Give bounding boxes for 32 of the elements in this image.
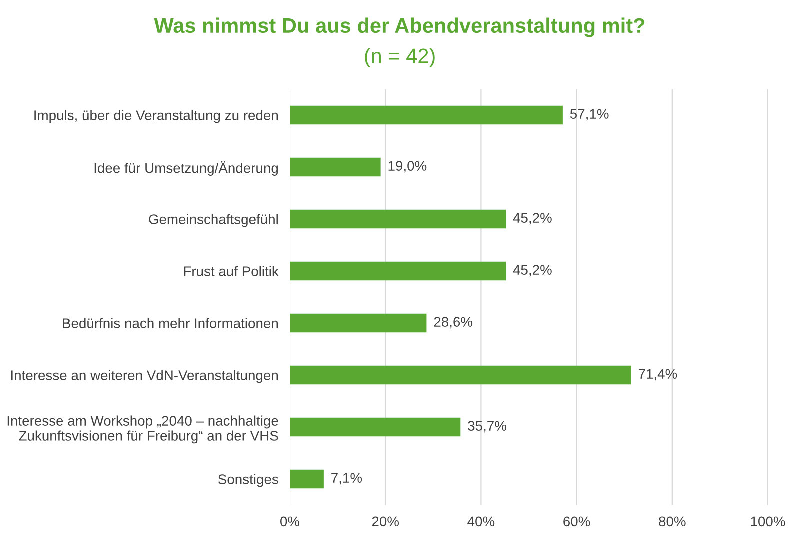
- data-label: 57,1%: [570, 109, 609, 121]
- y-tick-label: Impuls, über die Veranstaltung zu reden: [34, 110, 278, 124]
- data-label: 45,2%: [513, 213, 552, 225]
- x-tick-label: 100%: [751, 516, 786, 527]
- x-tick-label: 80%: [659, 516, 686, 527]
- bar: [290, 210, 506, 229]
- x-tick-label: 20%: [372, 516, 400, 527]
- bar: [290, 106, 563, 125]
- bar: [290, 262, 506, 281]
- y-tick-label: Idee für Umsetzung/Änderung: [94, 161, 278, 176]
- bar: [290, 366, 632, 385]
- y-tick-label: Gemeinschaftsgefühl: [149, 214, 278, 228]
- y-tick-label: Interesse am Workshop „2040 – nachhaltige Zukunftsvisionen für Freiburg“ an der VHS: [8, 416, 278, 444]
- data-label: 28,6%: [434, 317, 473, 329]
- bar: [290, 314, 427, 333]
- bar: [290, 470, 324, 489]
- y-tick-label: Interesse an weiteren VdN-Veranstaltungen: [12, 370, 278, 384]
- y-tick-label: Bedürfnis nach mehr Informationen: [63, 318, 278, 328]
- x-tick-label: 0%: [280, 516, 300, 527]
- data-label: 71,4%: [638, 369, 678, 381]
- bar: [290, 158, 381, 177]
- y-tick-label: Sonstiges: [218, 474, 278, 488]
- y-tick-label: Frust auf Politik: [184, 266, 279, 276]
- bar: [290, 418, 461, 437]
- x-tick-label: 60%: [564, 516, 590, 527]
- data-label: 35,7%: [468, 421, 506, 433]
- chart-subtitle: (n = 42): [365, 48, 435, 68]
- x-tick-label: 40%: [468, 516, 495, 527]
- chart-title: Was nimmst Du aus der Abendveranstaltung mit?: [154, 18, 645, 38]
- data-label: 7,1%: [332, 473, 362, 485]
- data-label: 45,2%: [513, 265, 552, 277]
- data-label: 19,0%: [388, 161, 427, 173]
